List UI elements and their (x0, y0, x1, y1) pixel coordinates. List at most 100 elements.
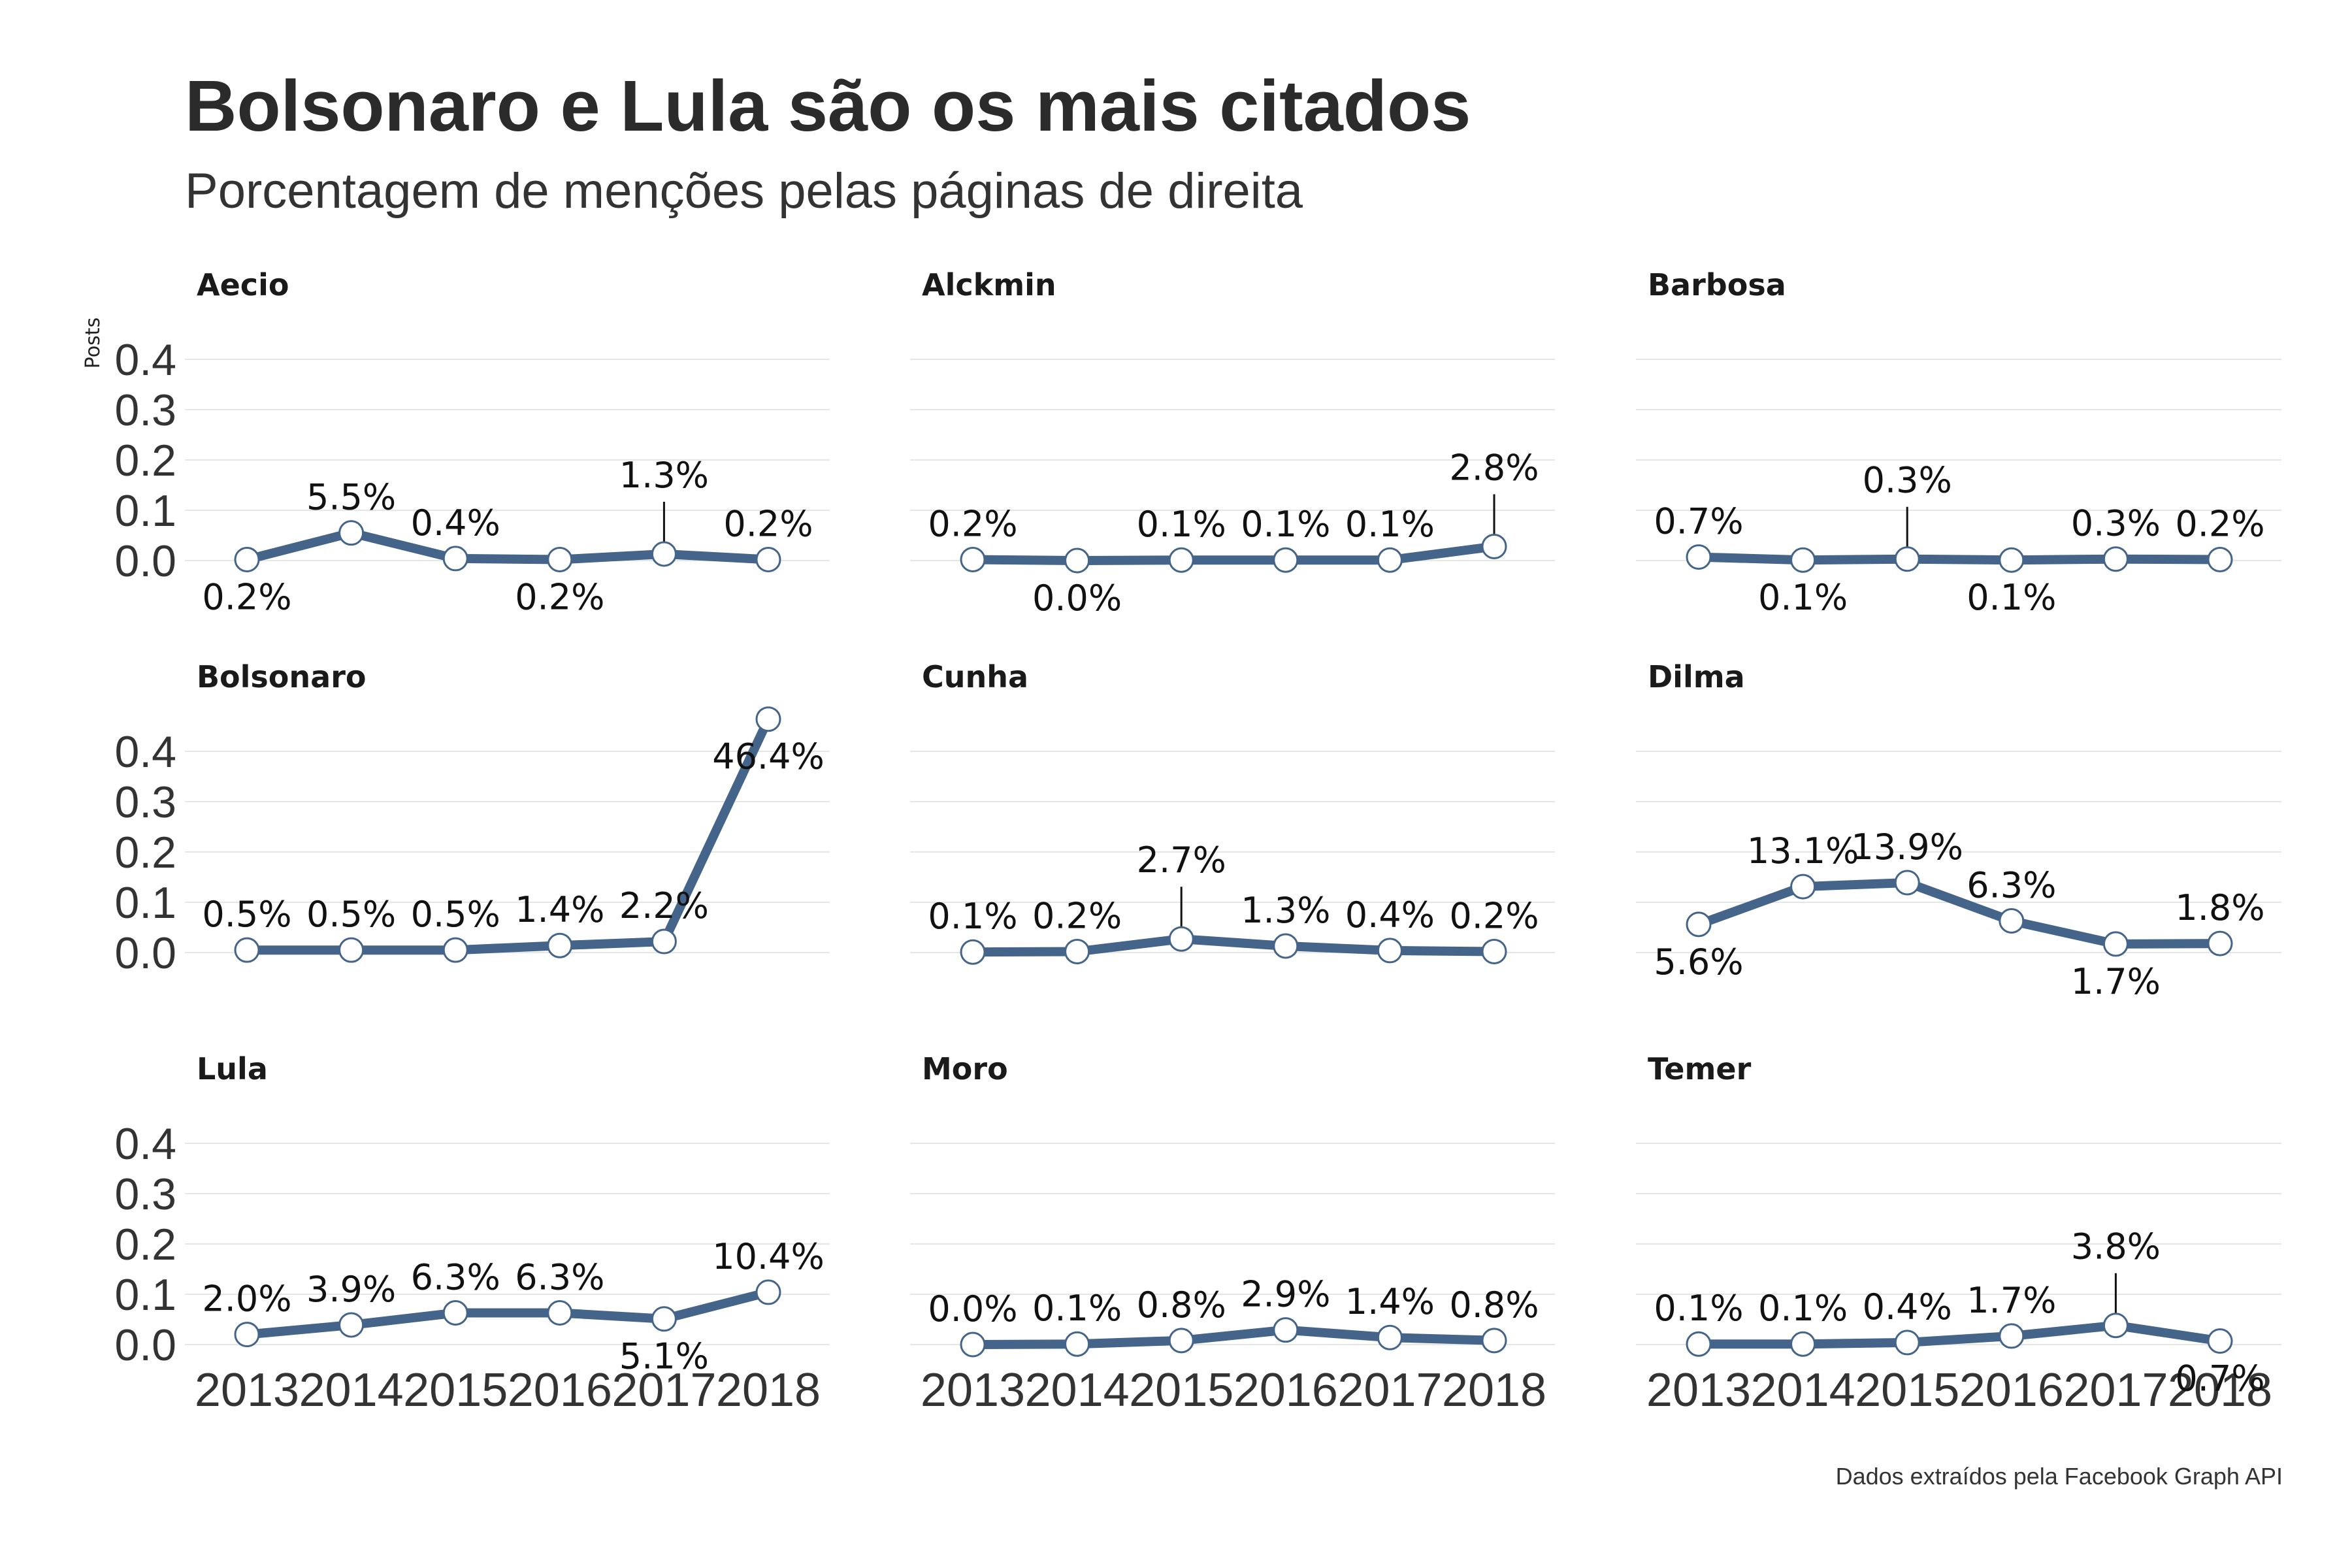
data-label: 2.8% (1449, 447, 1539, 488)
data-label: 13.9% (1851, 826, 1963, 868)
data-label: 0.4% (411, 502, 500, 544)
facet-panel-cunha: Cunha 0.1% 0.2% 2.7% 1.3% 0.4% 0.2% (910, 659, 1555, 965)
facets-group: Aecio0.00.10.20.30.40.2%5.5%0.4%0.2%1.3%… (114, 267, 2281, 1416)
data-label: 1.3% (619, 455, 709, 496)
x-tick-label: 2013 (1646, 1364, 1751, 1416)
data-point (442, 1299, 468, 1326)
data-point (2207, 1328, 2233, 1354)
data-label: 0.2% (515, 576, 604, 617)
data-point (651, 541, 677, 567)
x-tick-label: 2018 (716, 1364, 821, 1416)
y-tick-label: 0.3 (114, 1169, 176, 1219)
data-point (442, 937, 468, 963)
x-tick-label: 2014 (1751, 1364, 1855, 1416)
x-tick-label: 2018 (2168, 1364, 2272, 1416)
series-line (242, 1287, 773, 1339)
data-point (547, 546, 573, 572)
facet-panel-barbosa: Barbosa 0.7% 0.1% 0.3% 0.1% 0.3% 0.2% (1636, 267, 2281, 618)
data-label: 2.9% (1241, 1274, 1330, 1315)
data-point (1481, 938, 1507, 964)
data-label: 6.3% (515, 1256, 604, 1298)
data-label: 1.4% (515, 889, 604, 930)
facet-panel-bolsonaro: Bolsonaro 0.00.10.20.30.4 0.5% 0.5% 0.5% 1.4%… (114, 659, 830, 978)
data-point (1064, 547, 1090, 574)
facet-strip-label: Bolsonaro (197, 659, 367, 694)
data-point (1790, 874, 1816, 900)
data-label: 10.4% (712, 1236, 825, 1277)
x-tick-label: 2015 (1129, 1364, 1233, 1416)
y-tick-label: 0.1 (114, 1270, 176, 1320)
data-label: 1.3% (1241, 890, 1330, 931)
data-label: 0.8% (1137, 1284, 1226, 1326)
data-point (1168, 1328, 1194, 1354)
y-tick-label: 0.1 (114, 486, 176, 536)
data-label: 46.4% (712, 736, 825, 777)
facet-strip-label: Lula (197, 1051, 268, 1086)
x-tick-label: 2017 (1337, 1364, 1442, 1416)
data-point (1999, 907, 2025, 934)
x-tick-label: 2013 (921, 1364, 1025, 1416)
data-label: 2.7% (1137, 840, 1226, 881)
data-label: 0.2% (1032, 895, 1122, 936)
data-point (755, 706, 781, 732)
data-point (1168, 547, 1194, 573)
data-label: 13.1% (1747, 830, 1859, 872)
data-point (1686, 1331, 1712, 1357)
data-point (1999, 547, 2025, 573)
data-point (960, 1331, 986, 1358)
data-point (755, 1279, 781, 1305)
data-label: 5.6% (1654, 941, 1743, 983)
data-point (547, 1299, 573, 1326)
chart-caption: Dados extraídos pela Facebook Graph API (1836, 1463, 2283, 1490)
series-line (1694, 552, 2225, 565)
data-label: 0.4% (1345, 894, 1435, 936)
data-point (1377, 938, 1403, 964)
series-line (1694, 878, 2225, 949)
data-point (234, 937, 260, 963)
data-label: 0.5% (306, 894, 396, 935)
data-label: 0.2% (723, 503, 813, 544)
y-tick-label: 0.3 (114, 385, 176, 435)
data-label: 0.3% (2071, 503, 2161, 544)
facet-strip-label: Cunha (922, 659, 1028, 694)
series-line (1694, 1320, 2225, 1349)
data-label: 0.8% (1449, 1284, 1539, 1326)
facet-panel-dilma: Dilma 5.6% 13.1%13.9%6.3% 1.7% 1.8% (1636, 659, 2281, 1002)
x-tick-label: 2015 (403, 1364, 508, 1416)
data-label: 0.0% (928, 1288, 1017, 1330)
data-label: 0.0% (1032, 578, 1122, 619)
data-point (1064, 938, 1090, 964)
y-tick-label: 0.4 (114, 1119, 176, 1169)
data-label: 0.1% (1137, 504, 1226, 545)
facet-strip-label: Alckmin (922, 267, 1056, 302)
data-point (1273, 1317, 1299, 1343)
data-point (1894, 870, 1920, 896)
data-label: 1.7% (2071, 961, 2161, 1002)
data-label: 6.3% (1967, 864, 2056, 906)
x-tick-label: 2017 (2063, 1364, 2168, 1416)
y-tick-label: 0.2 (114, 1220, 176, 1269)
data-point (1686, 911, 1712, 938)
data-label: 0.5% (202, 894, 291, 935)
data-label: 0.1% (928, 896, 1017, 937)
data-point (1999, 1323, 2025, 1349)
data-label: 5.5% (306, 477, 396, 518)
x-tick-label: 2016 (1959, 1364, 2064, 1416)
data-label: 0.5% (411, 894, 500, 935)
data-label: 0.1% (1758, 1288, 1848, 1329)
data-label: 6.3% (411, 1256, 500, 1298)
y-tick-label: 0.0 (114, 928, 176, 978)
data-point (2207, 930, 2233, 956)
data-point (442, 546, 468, 572)
facet-panel-temer: Temer 2013 2014 2015 2016 2017 2018 0.1% 0.1% 0.4… (1636, 1051, 2281, 1416)
y-tick-label: 0.0 (114, 1320, 176, 1370)
data-point (2102, 546, 2129, 572)
data-label: 2.2% (619, 885, 709, 926)
y-tick-label: 0.2 (114, 436, 176, 485)
data-point (234, 546, 260, 572)
data-point (1790, 547, 1816, 573)
data-label: 3.9% (306, 1269, 396, 1310)
data-label: 0.1% (1654, 1288, 1743, 1329)
data-point (547, 932, 573, 958)
